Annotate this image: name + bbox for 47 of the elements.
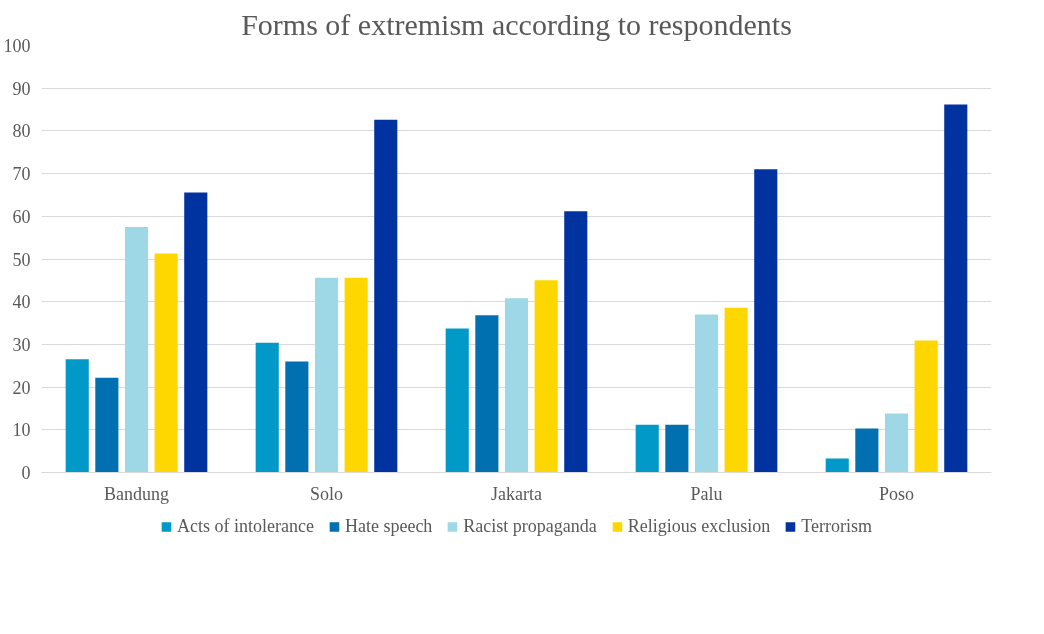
x-tick-label: Palu [690,483,723,504]
bar [635,424,659,473]
y-tick-label: 80 [12,121,31,142]
bar [884,413,909,473]
bar [475,315,499,473]
bar [665,424,689,473]
x-tick-label: Solo [309,483,344,504]
bar [534,280,558,473]
bar [154,253,178,473]
y-tick-label: 10 [12,420,31,441]
legend-label: Hate speech [344,515,433,537]
legend-label: Acts of intolerance [176,515,314,537]
bar [344,277,368,473]
y-tick-label: 30 [12,334,31,355]
legend-label: Terrorism [801,515,873,537]
bar [914,340,938,473]
bar [374,119,398,473]
bar [445,328,469,473]
legend-label: Religious exclusion [627,515,771,537]
y-tick-label: 70 [12,164,31,185]
bar [65,359,89,473]
chart-title: Forms of extremism according to respondents [241,7,792,41]
bar [184,192,208,473]
y-tick-label: 20 [12,377,31,398]
y-tick-label: 50 [12,249,31,270]
bar [724,307,748,473]
y-tick-label: 40 [12,292,31,313]
x-tick-label: Bandung [104,483,169,504]
bar [564,211,588,473]
bar [855,428,879,473]
y-tick-label: 90 [12,78,31,99]
bar [944,104,968,473]
bar [825,458,849,473]
bar [694,314,719,473]
x-tick-label: Jakarta [491,483,542,504]
y-tick-label: 60 [12,206,31,227]
legend-label: Racist propaganda [463,515,597,537]
bar [754,169,778,473]
bar [504,298,529,473]
bar [124,226,149,473]
y-tick-label: 0 [21,463,31,483]
x-tick-label: Poso [878,483,915,504]
bar [285,361,309,473]
bar [255,342,279,473]
y-tick-label: 100 [3,36,31,56]
bar [314,277,339,473]
bar [95,377,119,473]
